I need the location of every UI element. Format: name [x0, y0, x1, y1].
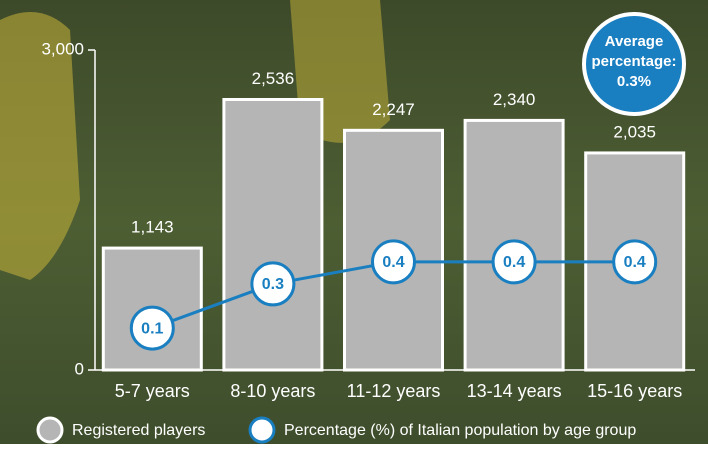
- legend-label: Percentage (%) of Italian population by …: [284, 422, 636, 439]
- legend-label: Registered players: [72, 422, 205, 439]
- x-tick-label: 8-10 years: [230, 381, 315, 401]
- point: [371, 239, 416, 285]
- annotation-badge: [582, 12, 686, 116]
- x-tick-label: 13-14 years: [467, 381, 562, 401]
- y-tick-label: 3,000: [41, 39, 84, 58]
- bar: [222, 97, 324, 372]
- bar: [463, 118, 565, 372]
- point-label: 0.4: [624, 254, 646, 271]
- point: [250, 261, 296, 307]
- value-label: 2,536: [252, 69, 295, 88]
- annotation: 0.3%: [617, 73, 651, 90]
- annotation: Average: [605, 33, 664, 50]
- point: [612, 239, 658, 285]
- legend-swatch: [248, 416, 276, 444]
- value-label: 1,143: [131, 218, 174, 237]
- x-tick-label: 5-7 years: [115, 381, 190, 401]
- point: [129, 305, 175, 351]
- value-label: 2,035: [613, 122, 656, 141]
- value-label: 2,247: [372, 100, 415, 119]
- point-label: 0.4: [503, 254, 525, 271]
- x-tick-label: 15-16 years: [587, 381, 682, 401]
- annotation: percentage:: [591, 53, 676, 70]
- legend-swatch: [36, 416, 64, 444]
- point: [491, 239, 537, 285]
- point-label: 0.3: [262, 276, 284, 293]
- point-label: 0.1: [141, 320, 163, 337]
- y-tick-label: 0: [75, 359, 84, 378]
- value-label: 2,340: [493, 90, 536, 109]
- photo-shape: [0, 12, 80, 280]
- point-label: 0.4: [382, 254, 404, 271]
- x-tick-label: 11-12 years: [347, 381, 441, 401]
